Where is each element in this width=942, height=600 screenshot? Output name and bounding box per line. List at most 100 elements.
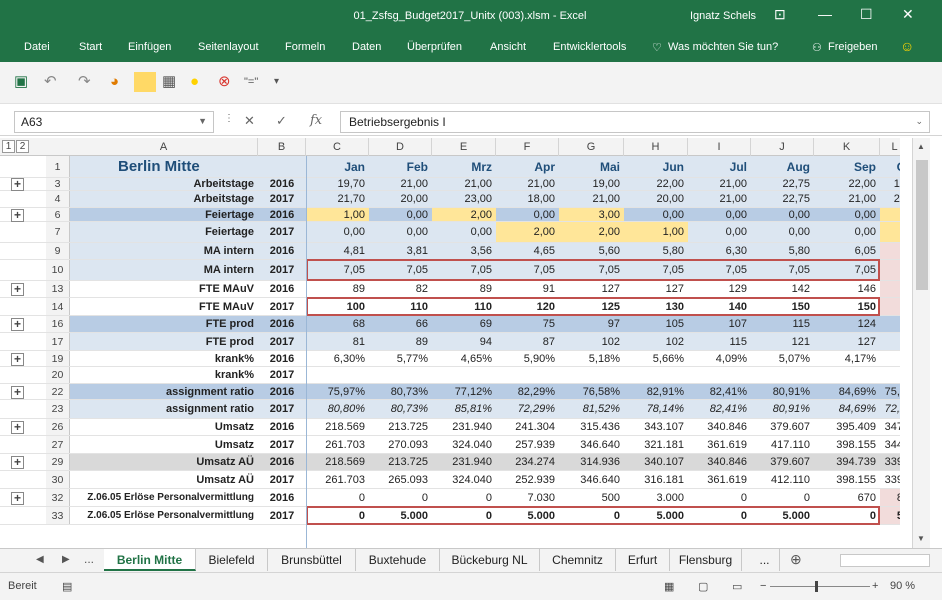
value-cell[interactable]: 0,00 bbox=[306, 222, 369, 242]
row-number[interactable]: 20 bbox=[46, 367, 70, 383]
value-cell[interactable]: 339. bbox=[880, 471, 900, 488]
row-number[interactable]: 10 bbox=[46, 260, 70, 280]
value-cell[interactable]: 0 bbox=[306, 507, 369, 524]
value-cell[interactable]: 82,41% bbox=[688, 384, 751, 399]
value-cell[interactable]: 68 bbox=[306, 316, 369, 332]
value-cell[interactable]: 6,30% bbox=[306, 351, 369, 366]
row-number[interactable]: 4 bbox=[46, 191, 70, 207]
row-label[interactable]: Umsatz bbox=[70, 436, 258, 453]
value-cell[interactable] bbox=[306, 367, 369, 383]
value-cell[interactable] bbox=[751, 367, 814, 383]
close-icon[interactable]: ✕ bbox=[902, 6, 914, 22]
value-cell[interactable]: 3,56 bbox=[432, 243, 496, 259]
value-cell[interactable]: 7,05 bbox=[559, 260, 624, 280]
next-sheet-icon[interactable]: ▶ bbox=[62, 554, 70, 565]
horizontal-scrollbar[interactable] bbox=[840, 554, 930, 567]
row-label[interactable]: Umsatz AÜ bbox=[70, 471, 258, 488]
row-number[interactable]: 3 bbox=[46, 178, 70, 190]
value-cell[interactable]: 124 bbox=[814, 316, 880, 332]
save-icon[interactable]: ▣ bbox=[14, 73, 29, 90]
value-cell[interactable]: 85,81% bbox=[432, 400, 496, 418]
value-cell[interactable]: 21,00 bbox=[559, 191, 624, 207]
value-cell[interactable]: 5.000 bbox=[369, 507, 432, 524]
value-cell[interactable]: 82,41% bbox=[688, 400, 751, 418]
zoom-level[interactable]: 90 % bbox=[890, 580, 916, 592]
minimize-icon[interactable]: — bbox=[818, 6, 832, 22]
value-cell[interactable]: 261.703 bbox=[306, 436, 369, 453]
value-cell[interactable]: 140 bbox=[688, 298, 751, 315]
value-cell[interactable]: 72,2 bbox=[880, 400, 900, 418]
value-cell[interactable]: 0 bbox=[369, 489, 432, 506]
value-cell[interactable]: 1,00 bbox=[306, 208, 369, 221]
tab-formeln[interactable]: Formeln bbox=[285, 41, 326, 53]
more-sheets-right[interactable]: ... bbox=[750, 549, 780, 571]
smiley-feedback-icon[interactable]: ☺ bbox=[900, 38, 915, 54]
value-cell[interactable]: 21,00 bbox=[496, 178, 559, 190]
expand-group-icon[interactable]: + bbox=[11, 421, 24, 434]
row-label[interactable]: assignment ratio bbox=[70, 384, 258, 399]
prev-sheet-icon[interactable]: ◀ bbox=[36, 554, 44, 565]
year-cell[interactable]: 2016 bbox=[258, 384, 306, 399]
sheet-tab[interactable]: Bielefeld bbox=[196, 549, 268, 571]
value-cell[interactable]: 105 bbox=[624, 316, 688, 332]
value-cell[interactable]: 3,00 bbox=[559, 208, 624, 221]
value-cell[interactable]: 346.640 bbox=[559, 436, 624, 453]
value-cell[interactable]: 82 bbox=[369, 281, 432, 297]
value-cell[interactable]: 150 bbox=[814, 298, 880, 315]
value-cell[interactable]: 5,77% bbox=[369, 351, 432, 366]
value-cell[interactable] bbox=[814, 367, 880, 383]
value-cell[interactable]: 21,00 bbox=[814, 191, 880, 207]
value-cell[interactable]: 252.939 bbox=[496, 471, 559, 488]
value-cell[interactable]: 100 bbox=[306, 298, 369, 315]
value-cell[interactable]: 340.846 bbox=[688, 419, 751, 435]
value-cell[interactable]: 241.304 bbox=[496, 419, 559, 435]
value-cell[interactable]: 3.000 bbox=[624, 489, 688, 506]
row-number[interactable]: 29 bbox=[46, 454, 70, 470]
year-cell[interactable]: 2016 bbox=[258, 489, 306, 506]
value-cell[interactable]: 21,00 bbox=[432, 178, 496, 190]
value-cell[interactable]: 417.110 bbox=[751, 436, 814, 453]
value-cell[interactable]: 0 bbox=[814, 507, 880, 524]
value-cell[interactable]: 22,75 bbox=[751, 191, 814, 207]
value-cell[interactable] bbox=[880, 316, 900, 332]
value-cell[interactable]: 80,73% bbox=[369, 400, 432, 418]
value-cell[interactable]: 0,00 bbox=[432, 222, 496, 242]
value-cell[interactable]: 125 bbox=[559, 298, 624, 315]
value-cell[interactable]: 22,75 bbox=[751, 178, 814, 190]
row-label[interactable]: FTE prod bbox=[70, 333, 258, 350]
tab-entwicklertools[interactable]: Entwicklertools bbox=[553, 41, 627, 53]
row-label[interactable]: Feiertage bbox=[70, 222, 258, 242]
value-cell[interactable]: 115 bbox=[751, 316, 814, 332]
value-cell[interactable] bbox=[880, 281, 900, 297]
value-cell[interactable]: 379.607 bbox=[751, 419, 814, 435]
value-cell[interactable]: 0,00 bbox=[369, 222, 432, 242]
value-cell[interactable]: 346.640 bbox=[559, 471, 624, 488]
value-cell[interactable]: 231.940 bbox=[432, 419, 496, 435]
year-cell[interactable]: 2017 bbox=[258, 333, 306, 350]
tab-datei[interactable]: Datei bbox=[24, 41, 50, 53]
tab-einfuegen[interactable]: Einfügen bbox=[128, 41, 172, 53]
cancel-icon[interactable]: ✕ bbox=[244, 113, 255, 128]
value-cell[interactable]: 0,00 bbox=[688, 208, 751, 221]
value-cell[interactable]: 146 bbox=[814, 281, 880, 297]
tab-seitenlayout[interactable]: Seitenlayout bbox=[198, 41, 259, 53]
row-number[interactable]: 27 bbox=[46, 436, 70, 453]
row-number[interactable]: 30 bbox=[46, 471, 70, 488]
value-cell[interactable]: 5.000 bbox=[751, 507, 814, 524]
value-cell[interactable]: 89 bbox=[306, 281, 369, 297]
row-number[interactable]: 17 bbox=[46, 333, 70, 350]
value-cell[interactable]: 5,07% bbox=[751, 351, 814, 366]
value-cell[interactable]: 89 bbox=[369, 333, 432, 350]
value-cell[interactable]: 21,00 bbox=[688, 191, 751, 207]
value-cell[interactable]: 0 bbox=[306, 489, 369, 506]
value-cell[interactable]: 66 bbox=[369, 316, 432, 332]
row-number[interactable]: 7 bbox=[46, 222, 70, 242]
more-sheets-left[interactable]: ... bbox=[84, 552, 95, 566]
insert-function-icon[interactable]: fx bbox=[310, 113, 323, 128]
value-cell[interactable]: 0,00 bbox=[751, 208, 814, 221]
column-header-k[interactable]: K bbox=[814, 138, 880, 156]
row-number[interactable]: 23 bbox=[46, 400, 70, 418]
value-cell[interactable]: 97 bbox=[559, 316, 624, 332]
zoom-in-button[interactable]: + bbox=[872, 580, 879, 592]
